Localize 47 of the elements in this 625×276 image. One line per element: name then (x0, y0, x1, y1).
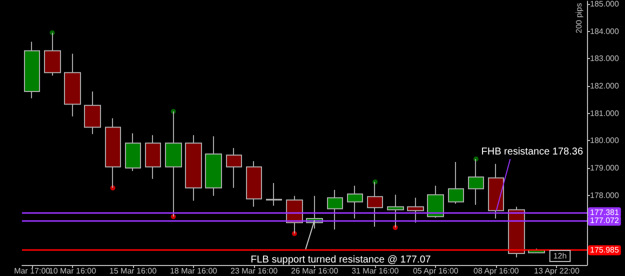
x-tick-label: 13 Apr 22:00 (534, 266, 580, 276)
candlestick (327, 189, 343, 230)
candlestick (347, 185, 363, 220)
candlestick (407, 197, 424, 224)
annotation: 200 pips (574, 3, 584, 34)
candlestick (468, 158, 484, 206)
candlestick (205, 136, 222, 196)
y-tick-label: 185.000 (590, 0, 620, 8)
annotation: FLB support turned resistance @ 177.07 (250, 254, 432, 266)
annotation: 12h (553, 252, 567, 260)
candlestick (488, 163, 504, 220)
candlestick (448, 161, 464, 204)
y-tick-label: 179.000 (590, 163, 620, 172)
ref-line-label: 175.985 (590, 246, 620, 255)
x-tick-label: 31 Mar 16:00 (352, 266, 400, 276)
x-tick-label: 08 Apr 16:00 (474, 266, 520, 276)
candlestick (125, 132, 141, 172)
candlestick (427, 185, 444, 218)
candlestick (165, 110, 182, 218)
x-tick-label: Mar 17:00 (14, 266, 51, 276)
annotation: FHB resistance 178.36 (481, 146, 584, 158)
candlestick (84, 90, 101, 135)
y-tick-label: 178.000 (590, 190, 620, 200)
candlestick (64, 53, 81, 117)
x-tick-label: 23 Mar 16:00 (230, 266, 278, 276)
candlestick (145, 134, 161, 180)
candlestick (185, 134, 202, 202)
candlestick (387, 194, 404, 228)
ref-line-label: 177.072 (590, 216, 620, 226)
candlestick (367, 181, 383, 228)
x-tick-label: 10 Mar 16:00 (48, 266, 97, 276)
candlestick (44, 32, 61, 76)
candlestick (266, 182, 282, 206)
y-tick-label: 183.000 (590, 54, 620, 64)
x-tick-label: 05 Apr 16:00 (412, 266, 459, 276)
y-tick-label: 182.000 (590, 81, 620, 90)
y-tick-label: 184.000 (590, 26, 620, 36)
candlestick (226, 148, 242, 188)
candlestick (105, 118, 121, 188)
candlestick (24, 41, 40, 99)
y-tick-label: 180.000 (590, 136, 620, 146)
y-tick-label: 181.000 (590, 108, 620, 118)
candlestick (246, 160, 262, 208)
x-tick-label: 26 Mar 16:00 (291, 266, 339, 276)
ref-line-label: 177.381 (590, 208, 620, 217)
x-tick-label: 15 Mar 16:00 (109, 266, 158, 276)
x-tick-label: 18 Mar 16:00 (170, 266, 218, 276)
